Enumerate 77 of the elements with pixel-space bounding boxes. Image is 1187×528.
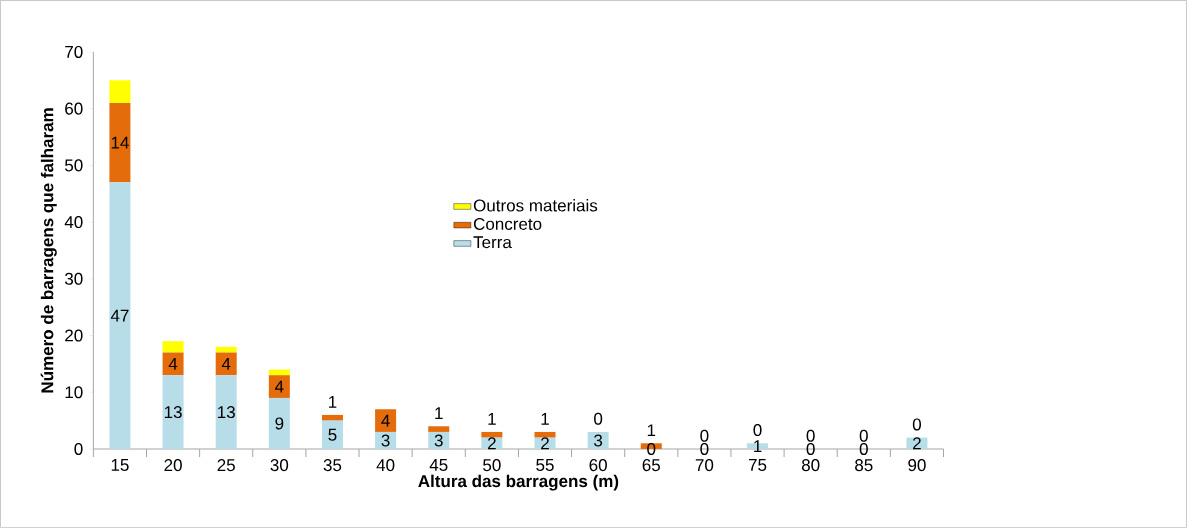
bar [268, 375, 290, 398]
x-tick-label: 25 [217, 459, 235, 472]
data-label: 0 [700, 429, 709, 442]
x-axis-title: Altura das barragens (m) [418, 474, 619, 491]
x-tick-label: 50 [483, 459, 501, 472]
x-tick-label: 70 [695, 459, 714, 472]
bar [109, 103, 131, 183]
y-axis-title: Número de barragens que falharam [40, 108, 57, 393]
x-tick-label: 15 [111, 459, 129, 472]
data-label: 5 [328, 428, 337, 441]
x-tick-label: 55 [536, 459, 554, 472]
y-tick-label: 50 [64, 159, 83, 172]
data-label: 9 [275, 417, 284, 430]
bar [375, 432, 397, 450]
bar [268, 397, 290, 450]
bar [215, 375, 237, 450]
x-tick-label: 20 [164, 459, 182, 472]
x-tick-label: 30 [270, 459, 289, 472]
bar [375, 409, 397, 433]
data-label: 2 [913, 437, 921, 450]
bar [534, 432, 556, 438]
bar [109, 80, 131, 104]
data-label: 47 [110, 309, 129, 322]
y-tick-label: 70 [65, 45, 83, 58]
bar [428, 432, 450, 450]
x-tick-label: 60 [589, 459, 607, 472]
bar [428, 426, 450, 433]
data-label: 1 [647, 424, 656, 437]
data-label: 1 [754, 440, 762, 453]
data-label: 0 [859, 443, 868, 456]
x-tick-label: 35 [323, 459, 342, 472]
legend-label: Outros materiais [473, 199, 598, 212]
bar [321, 420, 343, 450]
data-label: 4 [168, 358, 178, 370]
data-label: 2 [488, 437, 496, 450]
legend-label: Terra [473, 236, 512, 249]
data-label: 3 [594, 434, 603, 447]
y-tick-label: 10 [65, 386, 83, 399]
x-tick-label: 75 [748, 459, 767, 472]
data-label: 4 [275, 380, 284, 393]
bar [481, 432, 503, 438]
bar [162, 375, 184, 450]
data-label: 14 [111, 136, 129, 149]
x-tick-label: 80 [801, 459, 820, 472]
bar [215, 346, 237, 353]
data-label: 1 [541, 413, 549, 425]
data-label: 1 [329, 396, 337, 408]
x-tick-label: 90 [908, 459, 926, 472]
legend-label: Concreto [473, 217, 542, 231]
y-tick-label: 0 [74, 443, 83, 456]
data-label: 0 [806, 429, 815, 442]
data-label: 0 [753, 424, 762, 437]
data-label: 4 [381, 414, 390, 427]
data-label: 1 [488, 413, 496, 425]
x-tick-label: 45 [429, 459, 448, 472]
x-tick-label: 85 [855, 459, 873, 472]
x-tick-label: 65 [642, 459, 660, 472]
data-label: 4 [221, 358, 231, 370]
data-label: 1 [435, 407, 443, 420]
data-label: 0 [700, 443, 709, 456]
bar [321, 414, 343, 421]
data-label: 13 [164, 406, 182, 419]
y-tick-label: 30 [64, 272, 83, 285]
y-tick-label: 60 [65, 102, 83, 115]
data-label: 0 [912, 418, 921, 431]
bar [162, 341, 184, 353]
data-label: 0 [594, 412, 603, 425]
x-tick-label: 40 [376, 459, 395, 472]
y-tick-label: 40 [64, 216, 83, 229]
bar [109, 182, 131, 450]
y-tick-label: 20 [65, 329, 83, 342]
data-label: 0 [806, 443, 815, 456]
data-label: 3 [381, 434, 390, 447]
data-label: 0 [859, 429, 868, 442]
data-label: 2 [541, 437, 549, 450]
data-label: 13 [218, 406, 235, 419]
data-label: 3 [434, 434, 443, 447]
